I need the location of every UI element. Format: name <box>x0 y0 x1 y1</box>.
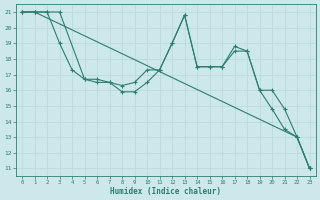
X-axis label: Humidex (Indice chaleur): Humidex (Indice chaleur) <box>110 187 221 196</box>
